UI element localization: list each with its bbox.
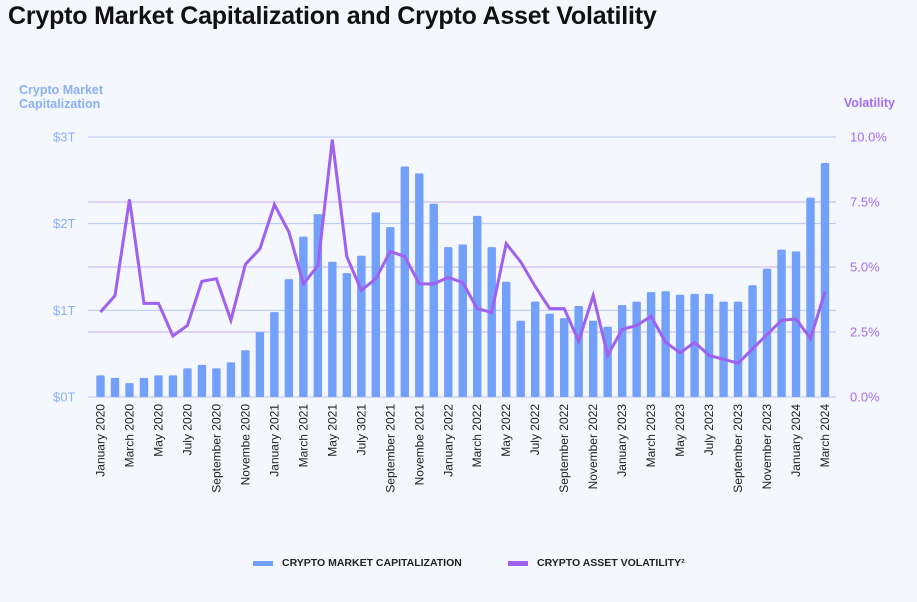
bar-market-cap: [444, 247, 453, 397]
bar-market-cap: [429, 203, 438, 397]
bar-market-cap: [400, 166, 409, 397]
bar-market-cap: [386, 227, 395, 397]
bar-market-cap: [241, 350, 250, 397]
x-tick-label: September 2020: [209, 404, 223, 493]
bar-market-cap: [487, 247, 496, 397]
bar-market-cap: [690, 293, 699, 397]
bar-market-cap: [342, 273, 352, 397]
x-tick-label: July 2023: [702, 404, 716, 456]
x-tick-label: May 2022: [499, 404, 513, 457]
y-tick-right: 2.5%: [850, 325, 880, 340]
x-tick-label: November 2022: [586, 404, 600, 490]
y-tick-left: $1T: [53, 303, 75, 318]
bar-market-cap: [270, 312, 279, 397]
bar-market-cap: [502, 281, 511, 397]
bar-market-cap: [574, 306, 583, 397]
bar-market-cap: [806, 197, 815, 397]
bar-market-cap: [183, 368, 192, 397]
bar-market-cap: [733, 301, 743, 397]
bar-market-cap: [125, 383, 134, 397]
bar-market-cap: [139, 377, 149, 397]
bar-market-cap: [646, 292, 656, 397]
x-tick-label: January 2024: [789, 404, 803, 477]
x-tick-label: September 2023: [731, 404, 745, 493]
y-tick-left: $3T: [53, 130, 75, 145]
y-tick-right: 0.0%: [850, 390, 880, 405]
x-tick-label: March 2021: [296, 404, 310, 468]
x-tick-label: January 2021: [267, 404, 281, 477]
x-tick-label: January 2023: [615, 404, 629, 477]
bar-market-cap: [197, 364, 207, 397]
bar-market-cap: [371, 212, 381, 397]
bar-market-cap: [299, 236, 308, 397]
legend-swatch-market-cap: [253, 560, 273, 566]
x-tick-label: July 2022: [528, 404, 542, 456]
bar-market-cap: [777, 249, 786, 397]
bar-market-cap: [357, 255, 366, 397]
bar-market-cap: [168, 375, 178, 397]
x-tick-label: March 2020: [122, 404, 136, 468]
bar-market-cap: [212, 368, 221, 397]
x-tick-label: March 2022: [470, 404, 484, 468]
legend-item-volatility: CRYPTO ASSET VOLATILITY²: [508, 557, 685, 569]
y-tick-right: 10.0%: [850, 130, 887, 145]
y-axis-left-label: Crypto Market Capitalization: [19, 83, 104, 111]
x-tick-label: January 2022: [441, 404, 455, 477]
x-tick-label: January 2020: [94, 404, 108, 477]
bar-market-cap: [96, 375, 105, 397]
x-tick-label: November 2023: [760, 404, 774, 490]
bar-market-cap: [545, 313, 554, 397]
bar-market-cap: [617, 305, 627, 397]
bar-market-cap: [284, 279, 294, 397]
bar-market-cap: [154, 375, 163, 397]
legend-label-market-cap: CRYPTO MARKET CAPITALIZATION: [282, 557, 462, 569]
chart-title: Crypto Market Capitalization and Crypto …: [8, 2, 657, 30]
y-tick-left: $2T: [53, 216, 75, 231]
bar-market-cap: [328, 261, 337, 397]
bar-market-cap: [748, 285, 757, 397]
y-axis-right-label: Volatility: [843, 96, 895, 110]
bar-market-cap: [255, 332, 265, 397]
x-tick-label: Novembe 2020: [238, 404, 252, 486]
legend-item-market-cap: CRYPTO MARKET CAPITALIZATION: [253, 557, 462, 569]
bar-market-cap: [226, 362, 236, 397]
x-tick-label: September 2021: [383, 404, 397, 493]
bar-market-cap: [516, 320, 525, 397]
bar-market-cap: [675, 294, 685, 397]
y-tick-right: 5.0%: [850, 260, 880, 275]
bar-market-cap: [110, 377, 120, 397]
bar-market-cap: [559, 318, 569, 397]
x-tick-label: May 2021: [325, 404, 339, 457]
x-tick-label: September 2022: [557, 404, 571, 493]
x-tick-label: Novembe 2021: [412, 404, 426, 486]
x-tick-label: May 2020: [151, 404, 165, 457]
legend-swatch-volatility: [508, 560, 528, 566]
bar-market-cap: [704, 293, 714, 397]
y-tick-right: 7.5%: [850, 195, 880, 210]
bar-market-cap: [632, 301, 641, 397]
legend-label-volatility: CRYPTO ASSET VOLATILITY²: [537, 557, 685, 569]
x-tick-label: July 3021: [354, 404, 368, 456]
bar-market-cap: [588, 320, 598, 397]
bar-market-cap: [791, 251, 801, 397]
bar-market-cap: [531, 301, 540, 397]
x-tick-label: March 2023: [644, 404, 658, 468]
bar-market-cap: [820, 163, 830, 397]
x-tick-label: May 2023: [673, 404, 687, 457]
x-tick-label: March 2024: [818, 404, 832, 468]
x-tick-label: July 2020: [180, 404, 194, 456]
bar-market-cap: [458, 244, 467, 397]
y-tick-left: $0T: [53, 390, 75, 405]
bar-market-cap: [719, 301, 728, 397]
